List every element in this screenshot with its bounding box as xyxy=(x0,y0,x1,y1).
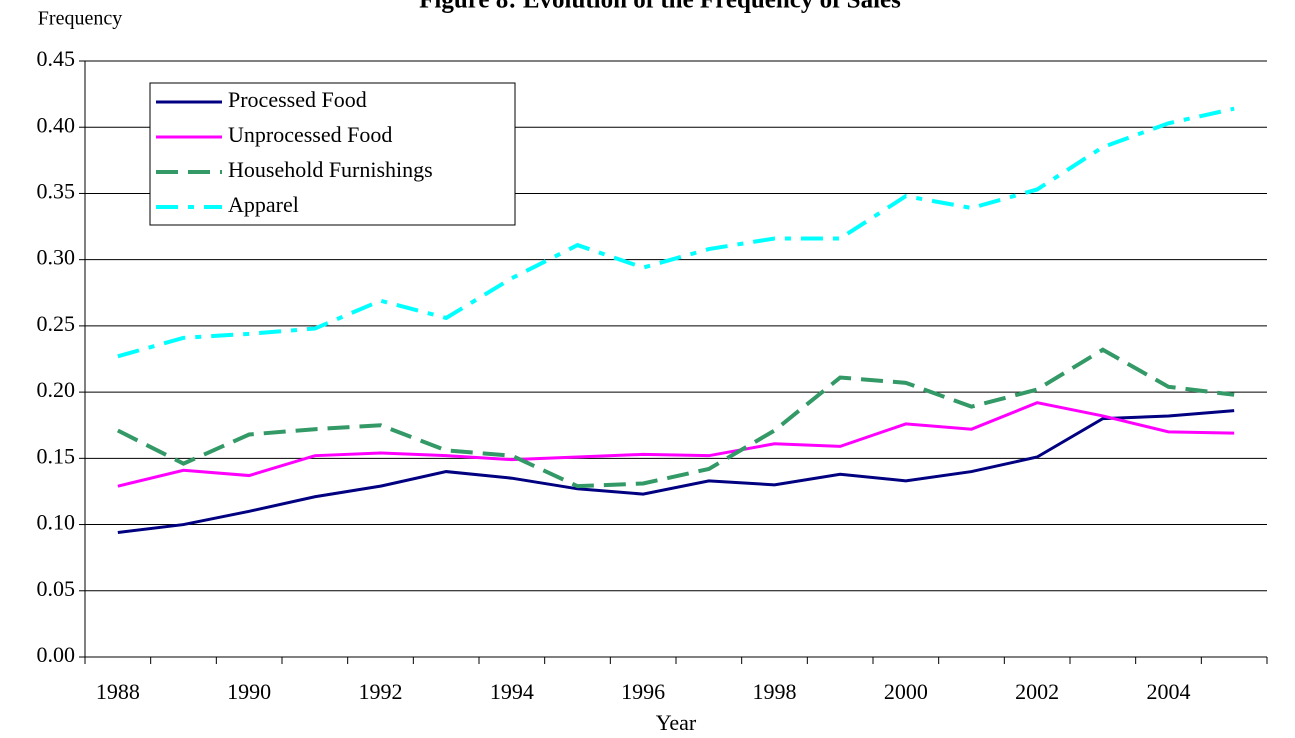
x-tick-label: 1990 xyxy=(227,679,271,704)
y-tick-label: 0.10 xyxy=(37,510,76,535)
x-tick-label: 1992 xyxy=(359,679,403,704)
y-tick-label: 0.30 xyxy=(37,245,76,270)
series-line xyxy=(117,106,1235,359)
y-tick-label: 0.05 xyxy=(37,576,76,601)
series-line xyxy=(117,401,1235,488)
x-tick-label: 2004 xyxy=(1147,679,1191,704)
y-tick-label: 0.20 xyxy=(37,377,76,402)
x-tick-label: 1988 xyxy=(96,679,140,704)
legend-box xyxy=(149,82,516,226)
legend-label: Processed Food xyxy=(228,87,367,112)
x-tick-label: 2002 xyxy=(1015,679,1059,704)
legend-label: Apparel xyxy=(228,192,299,217)
x-tick-label: 1998 xyxy=(753,679,797,704)
legend-label: Unprocessed Food xyxy=(228,122,392,147)
series-line xyxy=(116,347,1235,489)
x-tick-label: 1994 xyxy=(490,679,534,704)
y-tick-label: 0.35 xyxy=(37,178,76,203)
y-tick-label: 0.45 xyxy=(37,46,76,71)
y-tick-label: 0.40 xyxy=(37,112,76,137)
y-axis-label: Frequency xyxy=(38,8,122,30)
x-tick-label: 1996 xyxy=(621,679,665,704)
y-tick-label: 0.00 xyxy=(37,642,76,667)
y-tick-label: 0.15 xyxy=(37,443,76,468)
series-line xyxy=(117,409,1235,534)
legend-label: Household Furnishings xyxy=(228,157,433,182)
x-axis-label: Year xyxy=(656,710,697,735)
x-tick-label: 2000 xyxy=(884,679,928,704)
y-tick-label: 0.25 xyxy=(37,311,76,336)
chart-title: Figure 8: Evolution of the Frequency of … xyxy=(419,0,901,14)
